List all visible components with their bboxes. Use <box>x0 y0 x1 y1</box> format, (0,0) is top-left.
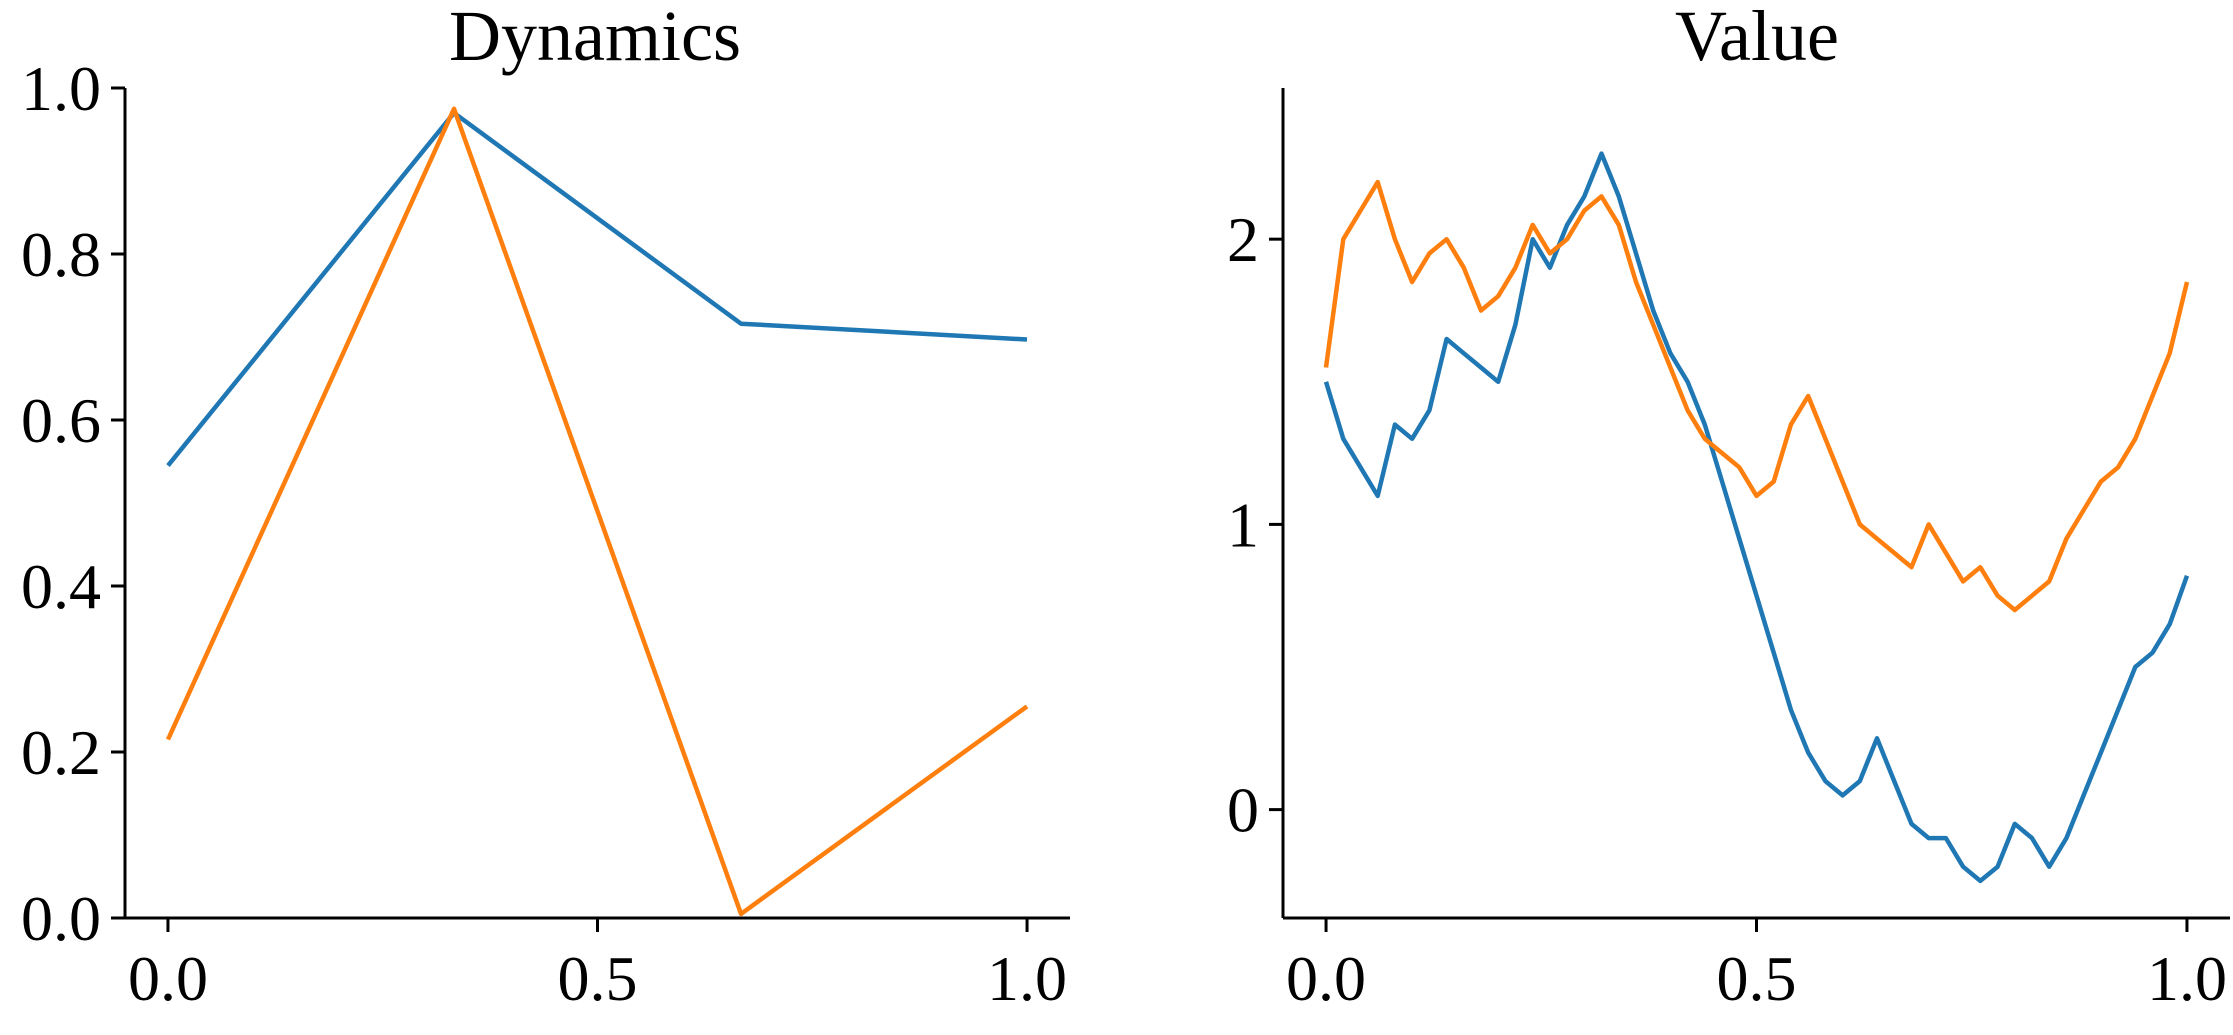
dynamics-title: Dynamics <box>449 0 741 76</box>
dynamics-y-tick-label: 0.0 <box>21 883 101 954</box>
dynamics-y-tick-label: 1.0 <box>21 53 101 124</box>
value-x-tick-label: 1.0 <box>2147 943 2227 1014</box>
value-series-1-line <box>1323 151 2190 884</box>
value-y-tick-label: 2 <box>1227 204 1259 275</box>
value-x-tick-label: 0.0 <box>1286 943 1366 1014</box>
value-x-tick-label: 0.5 <box>1717 943 1797 1014</box>
dynamics-y-tick-label: 0.2 <box>21 717 101 788</box>
dynamics-series-1-line <box>166 110 1028 468</box>
value-y-tick-label: 0 <box>1227 775 1259 846</box>
dynamics-x-tick-label: 0.0 <box>128 943 208 1014</box>
value-y-tick-label: 1 <box>1227 489 1259 560</box>
dynamics-x-tick-label: 0.5 <box>558 943 638 1014</box>
dynamics-y-tick-label: 0.6 <box>21 385 101 456</box>
dynamics-series-2-line <box>165 106 1029 917</box>
dynamics-y-tick-label: 0.4 <box>21 551 101 622</box>
value-panel: Value 0.0 0.5 1.0 0 1 2 <box>1227 0 2230 1014</box>
value-title: Value <box>1675 0 1839 76</box>
dynamics-x-tick-label: 1.0 <box>987 943 1067 1014</box>
value-series-2-line <box>1323 179 2190 613</box>
dynamics-panel: Dynamics 0.0 0.5 1.0 0.0 0.2 0.4 0.6 0.8 1.0 <box>21 0 1070 1014</box>
dynamics-y-tick-label: 0.8 <box>21 219 101 290</box>
